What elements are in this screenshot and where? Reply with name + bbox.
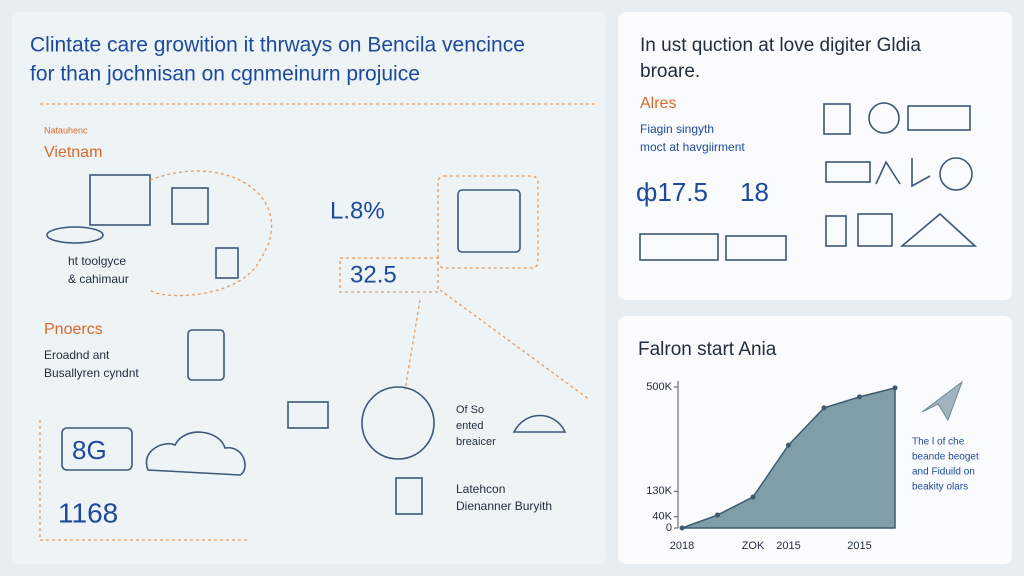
point [821, 405, 827, 411]
icon-grid [823, 102, 978, 247]
chart-note: beande beoget [912, 452, 979, 463]
panel-text: moct at havgiirment [640, 140, 745, 154]
book-icon [512, 414, 567, 433]
stat: L.8% [330, 197, 385, 224]
note: Latehcon [456, 482, 505, 496]
caption: ht toolgyce [68, 254, 126, 268]
chart-note: The l of che [912, 437, 965, 448]
caption: & cahimaur [68, 272, 129, 286]
arrow-icon [921, 380, 964, 422]
point [750, 494, 756, 500]
card-frame [437, 175, 539, 269]
connector [404, 289, 591, 401]
point [679, 525, 685, 531]
globe-icon [361, 386, 435, 460]
connector [149, 170, 273, 297]
big-number: 1168 [58, 497, 118, 528]
title-line: Clintate care growition it thrways on Be… [30, 34, 525, 57]
badge: 8G [72, 435, 107, 465]
point [786, 442, 791, 448]
stack-icon [395, 477, 423, 515]
section-title: Pnoercs [44, 321, 103, 338]
building-icon [89, 174, 151, 226]
left-panel [12, 12, 606, 564]
note: ented [456, 420, 484, 432]
chart-note: and Fiduild on [912, 467, 975, 478]
building-icon [725, 235, 787, 261]
kicker: Natauhenc [44, 125, 88, 135]
badge-frame [61, 427, 133, 471]
point [892, 385, 898, 391]
x-tick-label: 2015 [776, 540, 800, 552]
panel-title: In ust quction at love digiter Gldia [640, 35, 921, 56]
section-text: Eroadnd ant [44, 348, 110, 362]
stat-frame [339, 257, 439, 293]
building-icon [639, 233, 719, 261]
region: Vietnam [44, 144, 102, 161]
cloud-icon [145, 431, 246, 476]
screen-icon [171, 187, 209, 225]
tablet-icon [457, 189, 521, 253]
chart-note: beakity olars [912, 482, 968, 493]
top-panel [618, 12, 1012, 300]
panel-label: Alres [640, 95, 676, 112]
note: Dienanner Buryith [456, 499, 552, 513]
stat: ф17.5 [636, 177, 708, 207]
point [715, 512, 720, 518]
panel-text: Fiagin singyth [640, 122, 714, 136]
frame-line [39, 420, 250, 541]
title-line: for than jochnisan on cgnmeinurn projuic… [30, 63, 420, 86]
y-tick-label: 0 [666, 522, 672, 534]
y-tick-label: 500K [646, 381, 672, 393]
note: Of So [456, 404, 484, 416]
ring-icon [46, 226, 104, 244]
chart-title: Falron start Ania [638, 339, 777, 360]
point [857, 394, 862, 400]
x-tick-label: ZOK [742, 540, 765, 552]
panel-title: broare. [640, 61, 700, 82]
doc-icon [215, 247, 239, 279]
y-tick-label: 130K [646, 485, 672, 497]
section-text: Busallyren cyndnt [44, 366, 139, 380]
x-tick-label: 2018 [670, 540, 694, 552]
note: breaicer [456, 436, 496, 448]
stat: 18 [740, 177, 769, 207]
document-icon [187, 329, 225, 381]
stat: 32.5 [350, 261, 397, 288]
y-tick-label: 40K [652, 511, 672, 523]
card-icon [287, 401, 329, 429]
x-tick-label: 2015 [847, 540, 871, 552]
